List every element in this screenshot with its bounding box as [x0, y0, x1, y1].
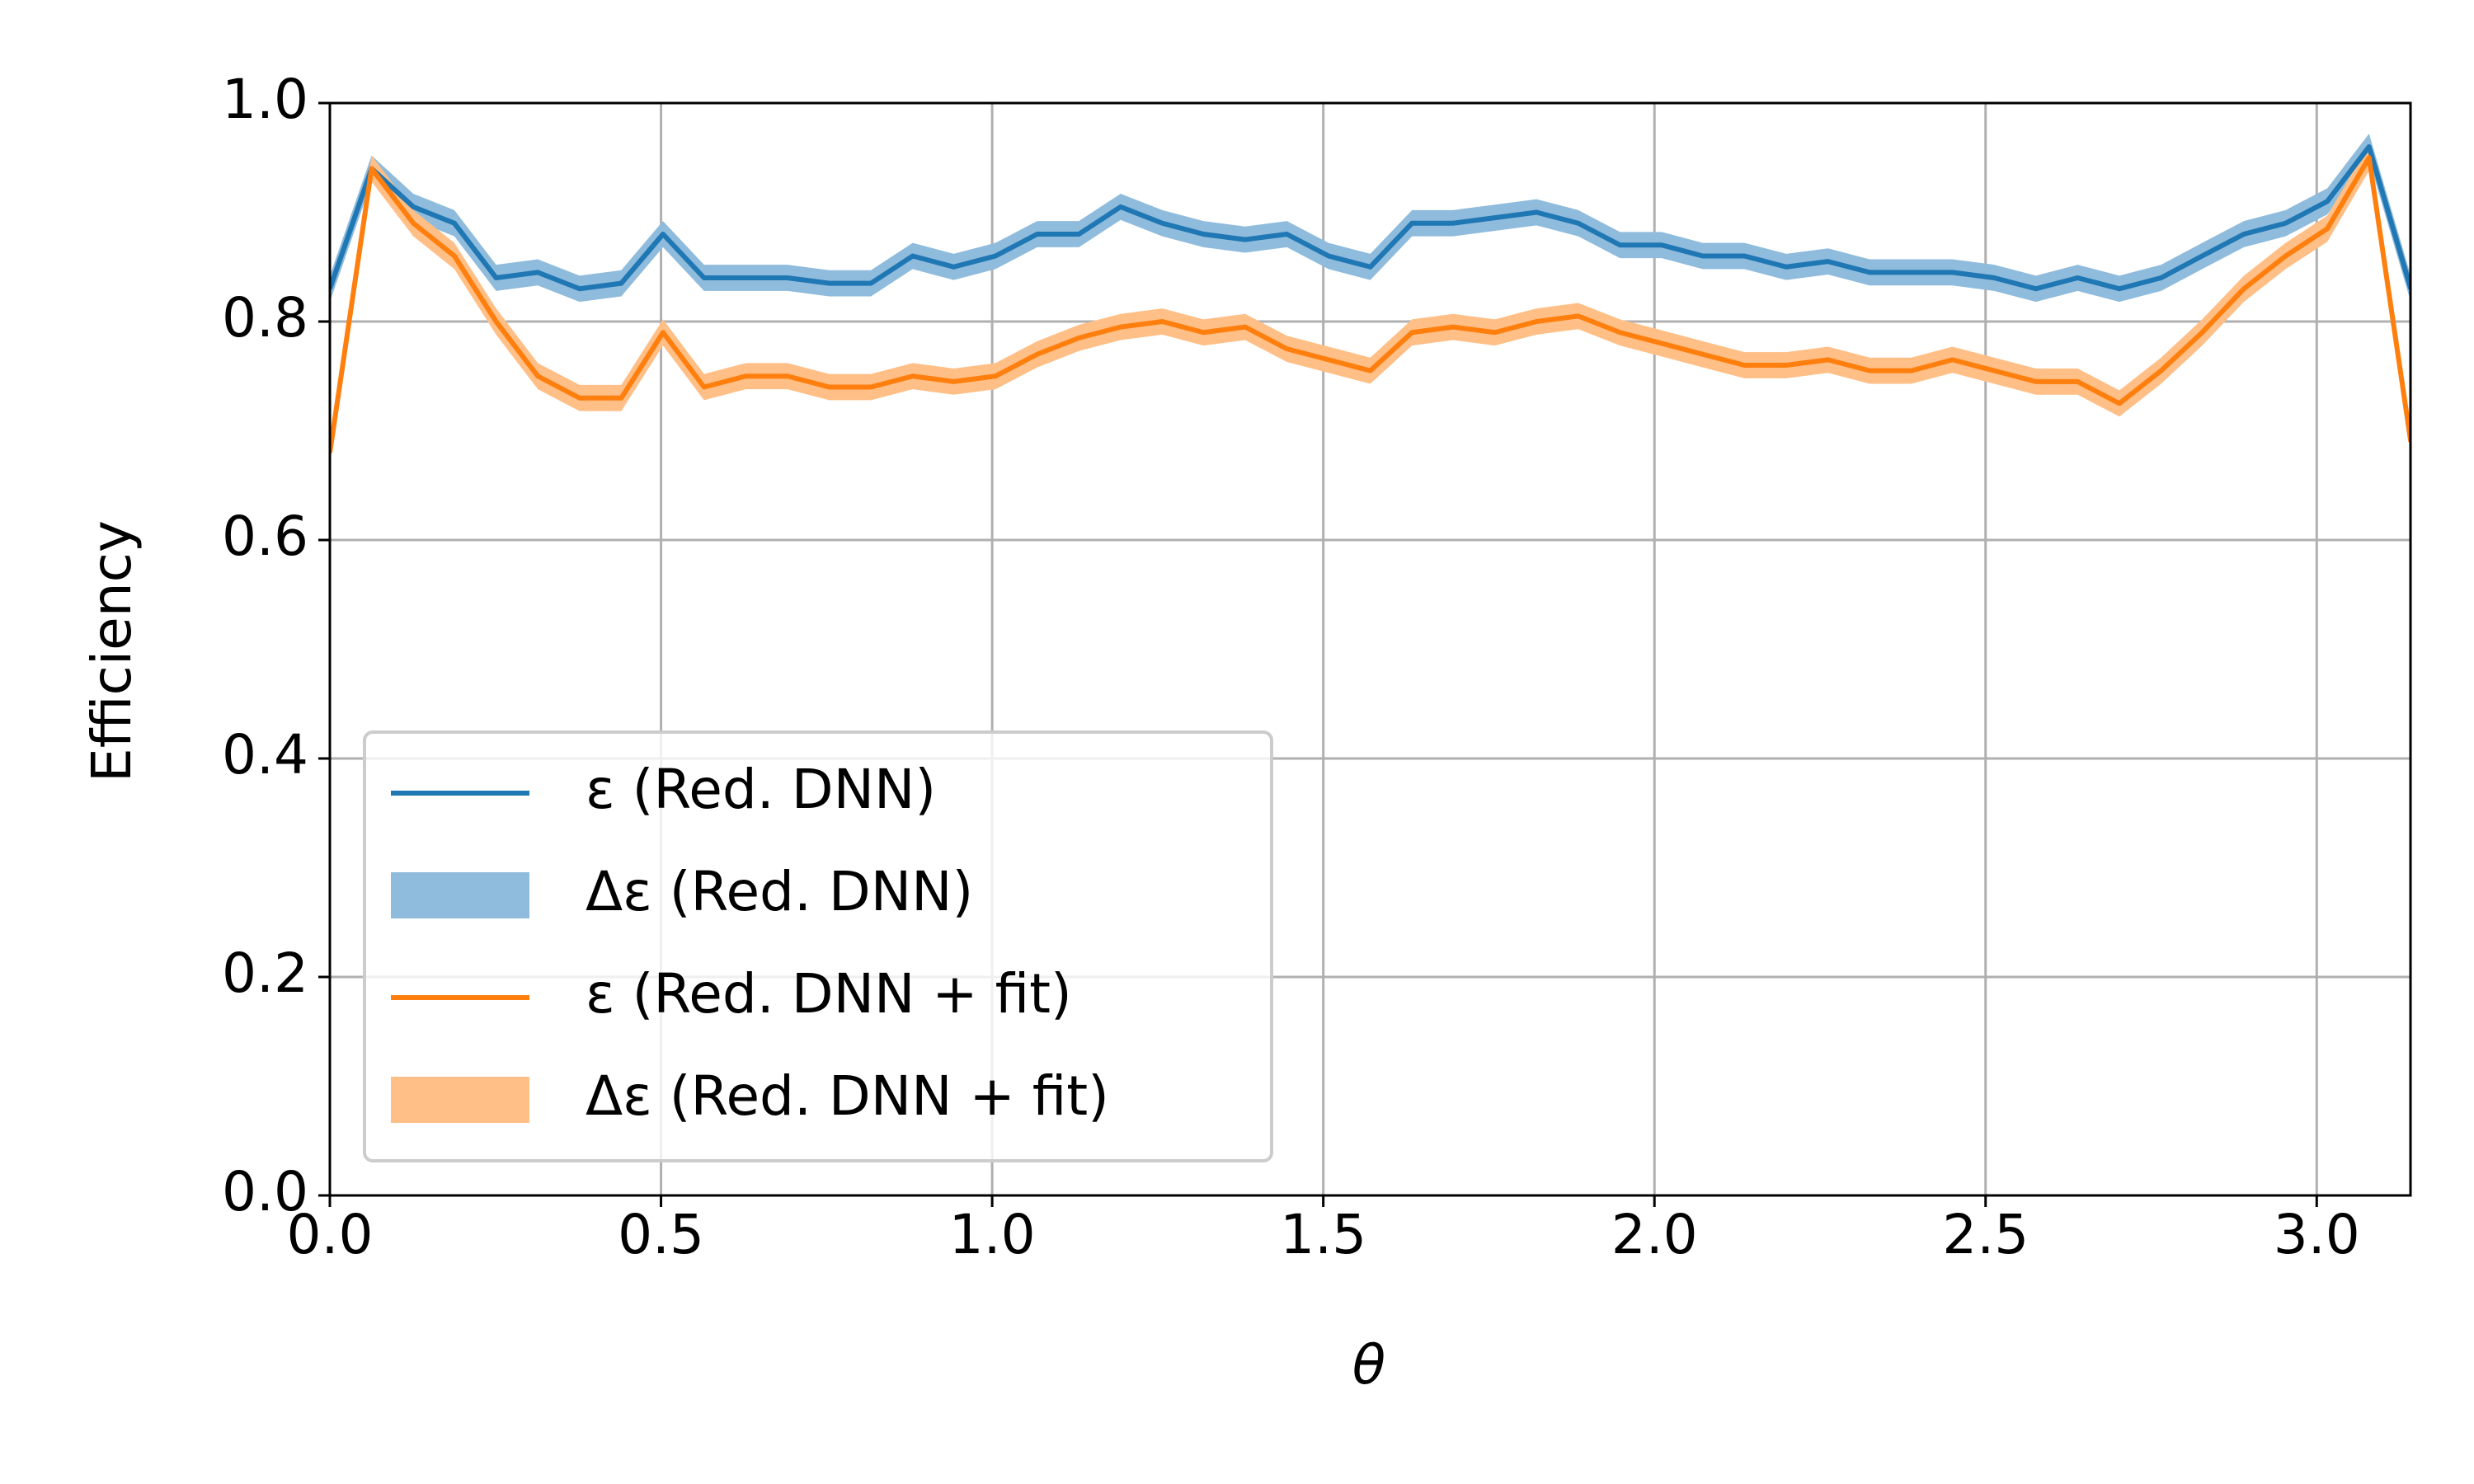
y-tick-label: 0.2 [222, 942, 308, 1005]
error-band [330, 134, 2411, 303]
legend-swatch [391, 1077, 529, 1123]
y-tick-label: 0.8 [222, 286, 308, 350]
x-tick-label: 2.0 [1611, 1203, 1698, 1266]
plot-frame [328, 101, 2412, 1197]
legend-label: ε (Red. DNN) [586, 758, 936, 821]
legend-box [363, 730, 1273, 1162]
line [330, 155, 2411, 453]
legend-label: Δε (Red. DNN) [586, 860, 973, 923]
line [330, 144, 2411, 292]
y-tick-label: 0.4 [222, 723, 308, 787]
legend-label: ε (Red. DNN + fit) [586, 962, 1072, 1026]
x-tick-label: 0.5 [618, 1203, 704, 1266]
y-tick-label: 0.0 [222, 1160, 308, 1223]
error-band [330, 144, 2411, 466]
x-tick-label: 2.5 [1942, 1203, 2029, 1266]
y-tick-label: 0.6 [222, 505, 308, 568]
legend-swatch [391, 872, 529, 918]
y-axis-label: Efficiency [80, 520, 143, 782]
x-tick-label: 1.0 [949, 1203, 1036, 1266]
y-tick-label: 1.0 [222, 68, 308, 131]
x-tick-label: 1.5 [1280, 1203, 1366, 1266]
legend-label: Δε (Red. DNN + fit) [586, 1064, 1109, 1128]
x-tick-label: 3.0 [2274, 1203, 2360, 1266]
x-axis-label: θ [1352, 1333, 1385, 1397]
x-tick-label: 0.0 [287, 1203, 374, 1266]
